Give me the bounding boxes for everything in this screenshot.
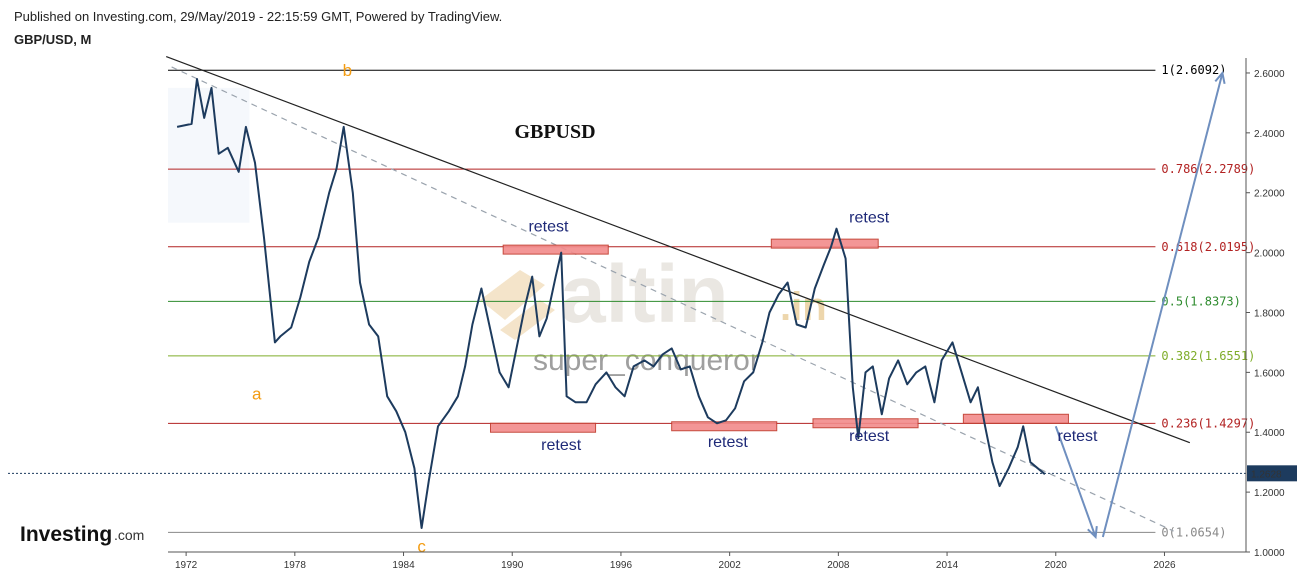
price-series [176, 78, 1046, 529]
projection-arrows [1054, 70, 1226, 540]
x-tick-label: 1984 [392, 560, 415, 571]
x-tick-label: 2026 [1153, 560, 1176, 571]
fib-level-label: 0.618(2.0195) [1161, 240, 1255, 254]
retest-zone [770, 238, 879, 249]
retest-zone [489, 422, 597, 433]
x-tick-label: 2002 [719, 560, 742, 571]
wave-label: a [252, 384, 262, 403]
last-price-badge [1247, 465, 1297, 482]
dashed-trendline [171, 66, 1174, 532]
y-tick-label: 1.4000 [1254, 428, 1285, 439]
retest-label: retest [541, 437, 582, 454]
investing-logo-text: Investing [20, 523, 112, 546]
background-shade [168, 87, 250, 223]
x-tick-label: 1990 [501, 560, 524, 571]
symbol-label: GBP/USD, M [14, 32, 92, 47]
investing-logo: Investing .com [20, 523, 144, 546]
y-tick-label: 2.6000 [1254, 69, 1285, 80]
watermark-brand: altin [560, 249, 729, 340]
resistance-trendline [165, 55, 1191, 444]
trendlines [165, 55, 1191, 532]
fib-level-label: 0.786(2.2789) [1161, 162, 1255, 176]
fib-level-label: 0.382(1.6551) [1161, 349, 1255, 363]
x-tick-label: 2020 [1045, 560, 1068, 571]
fib-level-label: 0(1.0654) [1161, 525, 1226, 539]
investing-logo-suffix: .com [114, 527, 144, 543]
retest-zones [489, 238, 1069, 433]
x-tick-label: 1996 [610, 560, 633, 571]
fib-level-label: 1(2.6092) [1161, 63, 1226, 77]
retest-label: retest [849, 428, 890, 445]
arrowhead-icon [1214, 70, 1226, 84]
x-tick-label: 1972 [175, 560, 198, 571]
altin-logo-icon [480, 270, 555, 340]
published-caption: Published on Investing.com, 29/May/2019 … [14, 9, 503, 24]
fib-level-label: 0.5(1.8373) [1161, 294, 1240, 308]
retest-label: retest [708, 434, 749, 451]
price-line [176, 78, 1046, 529]
y-tick-label: 2.2000 [1254, 189, 1285, 200]
x-tick-label: 1978 [284, 560, 307, 571]
retest-zone [962, 413, 1069, 424]
wave-label: c [417, 537, 426, 556]
grid-layer [168, 87, 250, 223]
chart-title: GBPUSD [514, 121, 595, 143]
x-tick-label: 2008 [827, 560, 850, 571]
y-tick-label: 1.2000 [1254, 488, 1285, 499]
retest-label: retest [1057, 428, 1098, 445]
chart-annotations: retest retest retest retest retest retest a b c [252, 61, 1098, 556]
y-tick-label: 1.6000 [1254, 368, 1285, 379]
retest-label: retest [849, 210, 890, 227]
retest-label: retest [528, 219, 569, 236]
wave-label: b [343, 61, 352, 80]
retest-zone [671, 421, 778, 432]
x-tick-label: 2014 [936, 560, 959, 571]
projection-arrow-line [1054, 425, 1097, 538]
y-tick-label: 1.0000 [1254, 548, 1285, 559]
y-tick-label: 2.4000 [1254, 129, 1285, 140]
y-tick-label: 2.0000 [1254, 249, 1285, 260]
last-price-label: 1.2628 [1251, 469, 1282, 480]
arrowhead-icon [1087, 525, 1098, 540]
y-tick-label: 1.8000 [1254, 308, 1285, 319]
fibonacci-levels: 1(2.6092) 0.786(2.2789) 0.618(2.0195) 0.5(1… [8, 63, 1255, 539]
projection-arrow-line [1101, 72, 1224, 538]
retest-zone [502, 244, 609, 255]
retest-zone [812, 418, 919, 429]
watermark: altin .in super_conqueror [480, 249, 827, 377]
axes: 1.0000 1.2000 1.4000 1.6000 1.8000 2.0000 2.20… [168, 58, 1297, 571]
fib-level-label: 0.236(1.4297) [1161, 416, 1255, 430]
watermark-tld: .in [780, 285, 827, 329]
